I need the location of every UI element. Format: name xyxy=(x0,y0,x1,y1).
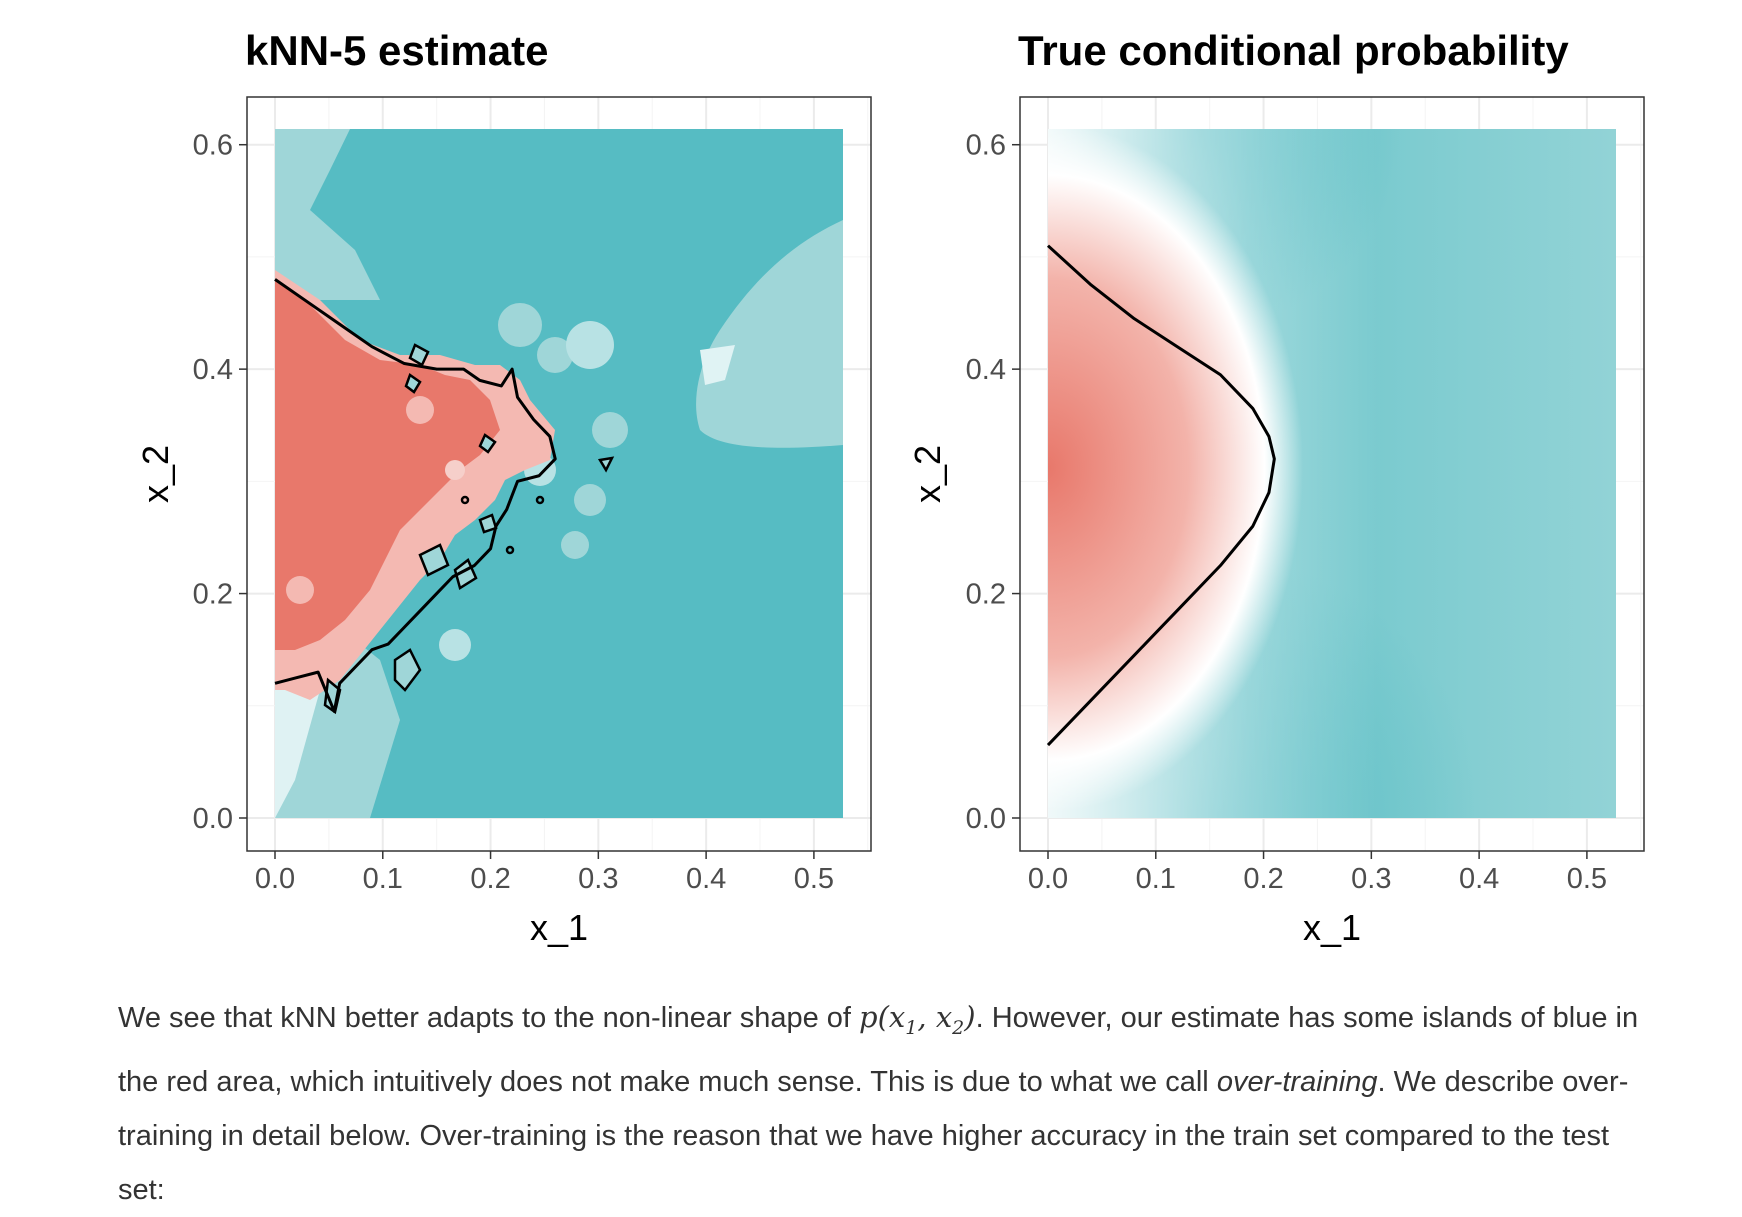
math-sub2: 2 xyxy=(952,1016,965,1039)
true-prob-heatmap xyxy=(1048,129,1616,818)
true-prob-x-tick-label: 0.3 xyxy=(1351,863,1391,895)
caption-paragraph: We see that kNN better adapts to the non… xyxy=(118,990,1658,1217)
knn-panel: kNN-5 estimate xyxy=(135,27,872,948)
caption-text-2: . However, our estimate has some islands… xyxy=(118,1002,1639,1098)
knn-y-tick-label: 0.2 xyxy=(193,579,233,611)
knn-y-tick-label: 0.0 xyxy=(193,803,233,835)
true-prob-y-tick-label: 0.4 xyxy=(966,354,1006,386)
knn-x-tick-label: 0.0 xyxy=(255,863,295,895)
true-prob-panel-border xyxy=(1019,96,1645,852)
true-prob-x-tick-label: 0.0 xyxy=(1028,863,1068,895)
true-prob-x-tick-label: 0.1 xyxy=(1136,863,1176,895)
true-prob-x-tick-label: 0.5 xyxy=(1567,863,1607,895)
knn-panel-border xyxy=(246,96,872,852)
true-prob-panel: True conditional probability 0.0 0.1 0.2 0.… xyxy=(907,27,1645,948)
knn-decision-boundary xyxy=(274,278,557,713)
caption-emphasis: over-training xyxy=(1216,1065,1378,1098)
true-prob-y-tick-label: 0.6 xyxy=(966,130,1006,162)
knn-title: kNN-5 estimate xyxy=(245,27,548,74)
knn-x-tick-label: 0.3 xyxy=(578,863,618,895)
math-x2: x xyxy=(935,1000,953,1034)
knn-axis-ticks: 0.0 0.1 0.2 0.3 0.4 0.5 0.0 0.2 0.4 0.6 xyxy=(193,130,834,895)
true-prob-x-tick-label: 0.4 xyxy=(1459,863,1499,895)
true-prob-y-axis-label: x_2 xyxy=(907,445,948,503)
figure: kNN-5 estimate xyxy=(135,27,1645,948)
caption-text-1: We see that kNN better adapts to the non… xyxy=(118,1002,860,1034)
true-prob-y-tick-label: 0.2 xyxy=(966,579,1006,611)
knn-x-tick-label: 0.4 xyxy=(686,863,726,895)
true-prob-y-tick-label: 0.0 xyxy=(966,803,1006,835)
true-prob-x-tick-label: 0.2 xyxy=(1243,863,1283,895)
caption-math: p(x1, x2) xyxy=(859,1000,976,1039)
knn-x-axis-label: x_1 xyxy=(530,907,588,948)
math-p: p xyxy=(859,1000,878,1034)
knn-x-tick-label: 0.5 xyxy=(794,863,834,895)
true-prob-title: True conditional probability xyxy=(1018,27,1569,74)
knn-y-tick-label: 0.6 xyxy=(193,130,233,162)
true-prob-axis-ticks: 0.0 0.1 0.2 0.3 0.4 0.5 0.0 0.2 0.4 0.6 xyxy=(966,130,1607,895)
math-x1: x xyxy=(888,1000,906,1034)
knn-heatmap xyxy=(275,129,843,818)
true-prob-decision-boundary xyxy=(1046,244,1276,747)
knn-y-tick-label: 0.4 xyxy=(193,354,233,386)
knn-x-tick-label: 0.2 xyxy=(470,863,510,895)
math-sub1: 1 xyxy=(905,1016,918,1039)
true-prob-x-axis-label: x_1 xyxy=(1303,907,1361,948)
caption-text-3: . We describe over-training in detail be… xyxy=(118,1065,1629,1206)
knn-island-contours xyxy=(323,343,615,715)
knn-x-tick-label: 0.1 xyxy=(363,863,403,895)
knn-y-axis-label: x_2 xyxy=(135,445,176,503)
